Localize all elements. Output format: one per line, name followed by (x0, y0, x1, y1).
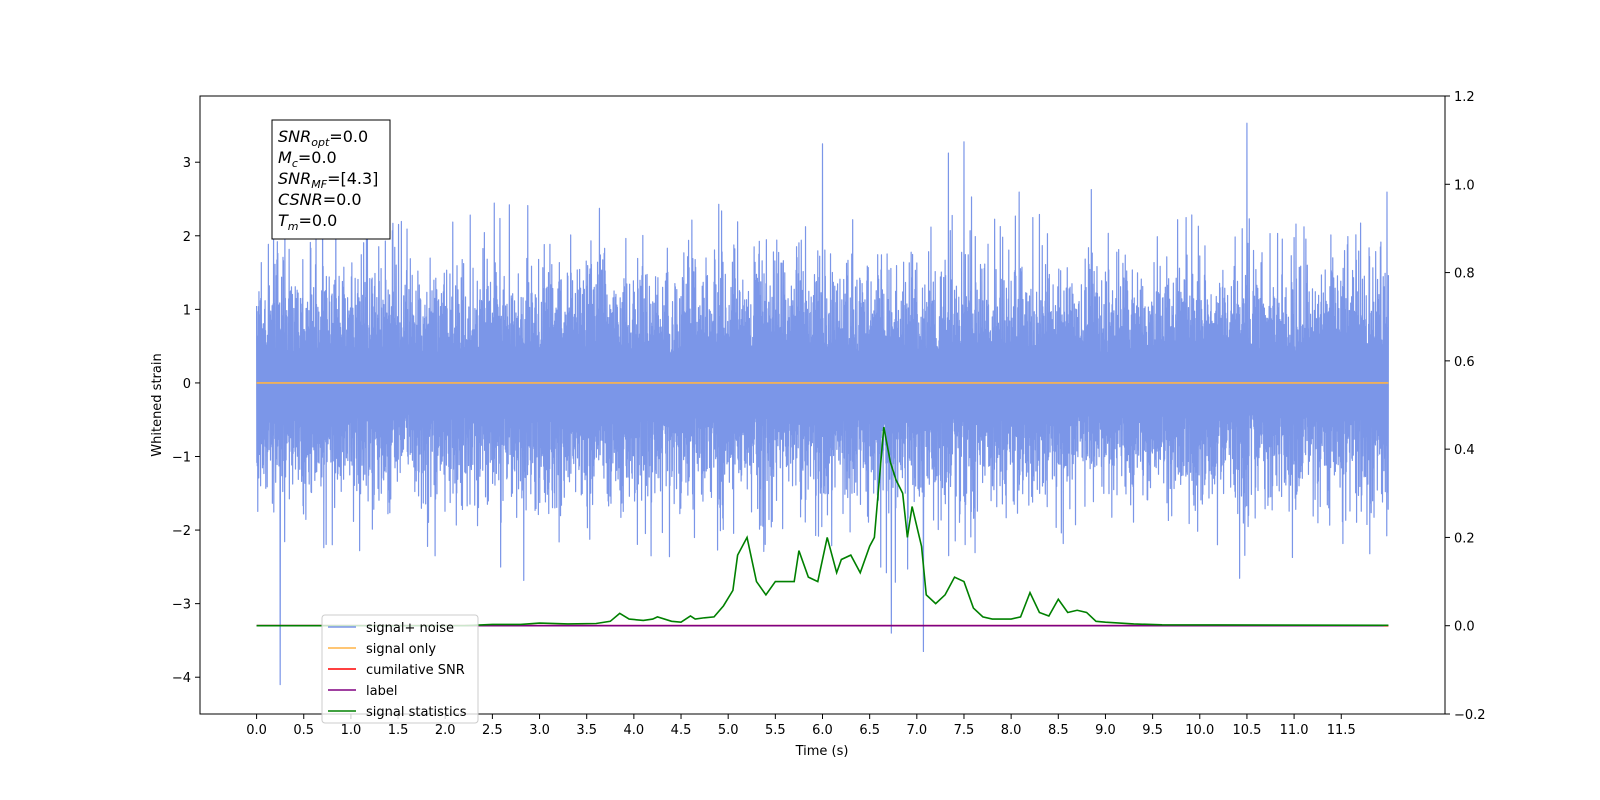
x-tick-label: 6.5 (859, 723, 880, 738)
y2-tick-label: −0.2 (1454, 708, 1486, 723)
y-tick-label: −4 (172, 671, 191, 686)
legend-frame (321, 614, 479, 724)
y2-tick-label: 1.0 (1454, 178, 1475, 193)
x-tick-label: 1.5 (388, 723, 409, 738)
annotation-frame (271, 119, 391, 240)
series-line-signal-statistics (256, 426, 1389, 627)
y2-tick-label: 0.8 (1454, 267, 1475, 282)
y-tick-label: −3 (172, 598, 191, 613)
y-tick-label: −2 (172, 524, 191, 539)
x-tick-label: 5.0 (718, 723, 739, 738)
x-tick-label: 4.5 (671, 723, 692, 738)
legend-label: label (366, 684, 397, 699)
y2-tick-label: 1.2 (1454, 90, 1475, 105)
legend-label: signal+ noise (366, 621, 454, 636)
legend-label: signal statistics (366, 705, 467, 720)
x-tick-label: 9.5 (1142, 723, 1163, 738)
y2-tick-label: 0.2 (1454, 531, 1475, 546)
y2-tick-label: 0.6 (1454, 355, 1475, 370)
series-line-signal-noise (255, 122, 1390, 686)
x-tick-label: 0.0 (246, 723, 267, 738)
x-tick-label: 1.0 (341, 723, 362, 738)
x-tick-label: 4.0 (624, 723, 645, 738)
annotation-line: CSNR=0.0 (278, 190, 362, 209)
x-axis-ticks: 0.0 0.5 1.0 1.5 2.0 2.5 3.0 3.5 4.0 4.5 5.0 5.5 6.0 6… (246, 714, 1356, 738)
x-tick-label: 6.0 (812, 723, 833, 738)
y-tick-label: 3 (183, 156, 191, 171)
y2-tick-label: 0.4 (1454, 443, 1475, 458)
x-tick-label: 2.0 (435, 723, 456, 738)
x-tick-label: 11.0 (1280, 723, 1309, 738)
y-tick-label: 0 (183, 377, 191, 392)
x-tick-label: 3.0 (529, 723, 550, 738)
legend-label: signal only (366, 642, 436, 657)
x-tick-label: 3.5 (576, 723, 597, 738)
y2-axis-ticks: −0.2 0.0 0.2 0.4 0.6 0.8 1.0 1.2 (1445, 90, 1486, 723)
x-tick-label: 8.5 (1048, 723, 1069, 738)
x-tick-label: 2.5 (482, 723, 503, 738)
x-tick-label: 10.0 (1185, 723, 1214, 738)
y-axis-label: Whitened strain (150, 353, 165, 456)
annotation-line: Tm=0.0 (278, 211, 337, 233)
y2-tick-label: 0.0 (1454, 620, 1475, 635)
x-tick-label: 0.5 (293, 723, 314, 738)
legend-label: cumilative SNR (366, 663, 465, 678)
annotation-line: SNRMF=[4.3] (278, 169, 378, 191)
legend: signal+ noise signal only cumilative SNR la… (321, 614, 479, 724)
x-tick-label: 7.0 (906, 723, 927, 738)
x-tick-label: 5.5 (765, 723, 786, 738)
annotation-line: SNRopt=0.0 (278, 127, 368, 149)
x-axis-label: Time (s) (795, 744, 849, 759)
y-axis-ticks: −4 −3 −2 −1 0 1 2 3 (172, 156, 200, 686)
annotation-line: Mc=0.0 (278, 148, 337, 170)
y-tick-label: 2 (183, 230, 191, 245)
x-tick-label: 11.5 (1327, 723, 1356, 738)
x-tick-label: 8.0 (1001, 723, 1022, 738)
x-tick-label: 7.5 (954, 723, 975, 738)
y-tick-label: 1 (183, 303, 191, 318)
y-tick-label: −1 (172, 451, 191, 466)
x-tick-label: 9.0 (1095, 723, 1116, 738)
x-tick-label: 10.5 (1232, 723, 1261, 738)
